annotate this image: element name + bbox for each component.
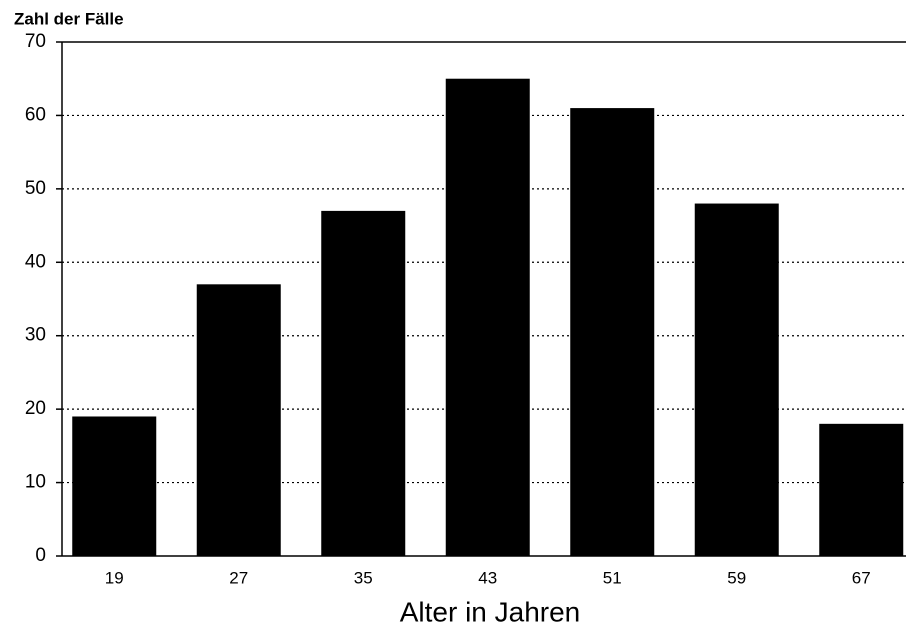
x-tick-label: 67	[852, 568, 871, 587]
x-tick-label: 59	[727, 568, 746, 587]
x-tick-label: 51	[603, 568, 622, 587]
bar	[196, 284, 281, 556]
bar	[694, 203, 779, 557]
x-tick-label: 43	[478, 568, 497, 587]
y-tick-label: 0	[35, 545, 46, 566]
bar	[321, 210, 406, 556]
y-tick-label: 40	[25, 251, 46, 272]
bar	[445, 78, 530, 556]
y-tick-label: 50	[25, 178, 46, 199]
y-tick-label: 60	[25, 104, 46, 125]
y-tick-label: 20	[25, 398, 46, 419]
y-tick-label: 10	[25, 472, 46, 493]
y-tick-label: 70	[25, 31, 46, 52]
x-tick-label: 19	[105, 568, 124, 587]
y-tick-label: 30	[25, 325, 46, 346]
bar	[72, 416, 157, 556]
bar	[570, 108, 655, 556]
bar	[819, 423, 904, 556]
x-tick-label: 35	[354, 568, 373, 587]
y-axis-label: Zahl der Fälle	[14, 9, 124, 28]
x-axis-label: Alter in Jahren	[400, 596, 581, 627]
x-tick-label: 27	[229, 568, 248, 587]
